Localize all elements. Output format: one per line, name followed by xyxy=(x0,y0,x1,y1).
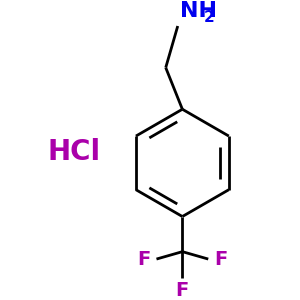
Text: 2: 2 xyxy=(204,10,214,25)
Text: HCl: HCl xyxy=(48,138,101,166)
Text: F: F xyxy=(176,281,189,300)
Text: NH: NH xyxy=(180,2,217,21)
Text: F: F xyxy=(137,250,150,268)
Text: F: F xyxy=(214,250,228,268)
